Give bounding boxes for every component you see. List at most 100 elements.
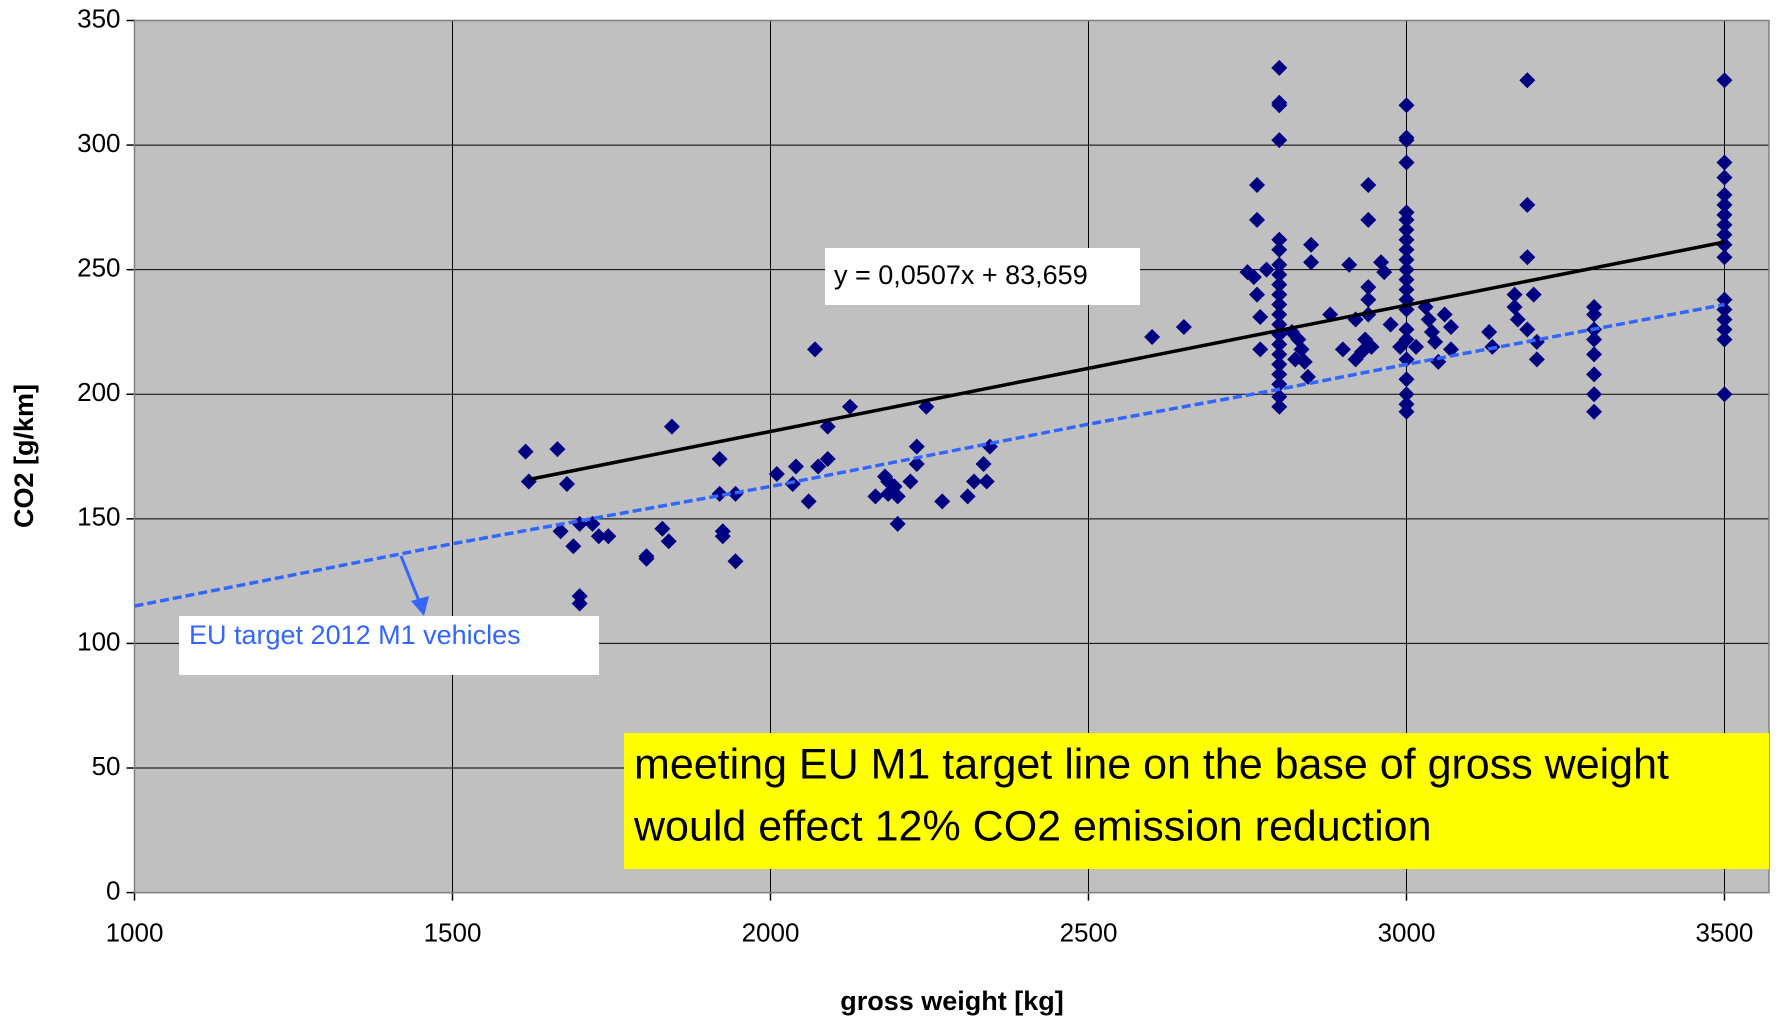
note-box (624, 733, 1769, 869)
point (908, 438, 925, 455)
point (1716, 311, 1733, 328)
y-tick-label: 0 (106, 875, 120, 905)
point (1519, 196, 1536, 213)
point (975, 456, 992, 473)
point (549, 441, 566, 458)
point (1525, 286, 1542, 303)
x-tick-label: 2500 (1060, 917, 1118, 947)
point (966, 473, 983, 490)
point (1271, 296, 1288, 313)
point (1398, 231, 1415, 248)
point (978, 473, 995, 490)
note-line: meeting EU M1 target line on the base of… (634, 740, 1669, 788)
point (1398, 271, 1415, 288)
point (1716, 226, 1733, 243)
point (934, 493, 951, 510)
point (1586, 346, 1603, 363)
target-label: EU target 2012 M1 vehicles (189, 620, 521, 650)
point (1258, 261, 1275, 278)
point (1252, 341, 1269, 358)
point (1376, 264, 1393, 281)
point (1528, 351, 1545, 368)
x-tick-label: 2000 (742, 917, 800, 947)
equation-box (825, 248, 1140, 305)
point (784, 475, 801, 492)
point (1398, 331, 1415, 348)
point (1334, 341, 1351, 358)
point (819, 451, 836, 468)
point (565, 538, 582, 555)
point (1271, 336, 1288, 353)
point (1509, 311, 1526, 328)
point (1271, 97, 1288, 114)
y-tick-label: 300 (77, 128, 120, 158)
x-tick-label: 3500 (1696, 917, 1754, 947)
point (1249, 176, 1266, 193)
point (1398, 241, 1415, 258)
target-arrow (399, 555, 423, 607)
point (1443, 341, 1460, 358)
point (1363, 338, 1380, 355)
point (1303, 254, 1320, 271)
y-tick-label: 200 (77, 377, 120, 407)
point (660, 533, 677, 550)
target-arrowhead (411, 596, 429, 616)
point (1443, 318, 1460, 335)
target-line (134, 302, 1725, 608)
note-line: would effect 12% CO2 emission reduction (633, 802, 1432, 850)
point (1398, 221, 1415, 238)
y-tick-label: 250 (77, 253, 120, 283)
point (711, 451, 728, 468)
point (1271, 346, 1288, 363)
point (654, 520, 671, 537)
point (1716, 331, 1733, 348)
point (1427, 333, 1444, 350)
point (1299, 368, 1316, 385)
point (1716, 206, 1733, 223)
point (1271, 59, 1288, 76)
point (800, 493, 817, 510)
point (1360, 291, 1377, 308)
point (1271, 356, 1288, 373)
point (1398, 97, 1415, 114)
point (714, 528, 731, 545)
target-label-box (179, 616, 599, 675)
point (1519, 249, 1536, 266)
x-tick-label: 1000 (106, 917, 164, 947)
point (1398, 281, 1415, 298)
point (1271, 231, 1288, 248)
point (841, 398, 858, 415)
point (1716, 236, 1733, 253)
point (1382, 316, 1399, 333)
y-tick-label: 100 (77, 626, 120, 656)
point (1519, 321, 1536, 338)
point (1271, 276, 1288, 293)
point (1716, 216, 1733, 233)
point (1716, 154, 1733, 171)
point (1271, 366, 1288, 383)
point (908, 456, 925, 473)
point (1360, 279, 1377, 296)
point (1252, 309, 1269, 326)
x-tick-label: 1500 (424, 917, 482, 947)
point (1398, 211, 1415, 228)
point (1271, 241, 1288, 258)
point (1249, 211, 1266, 228)
point (1398, 371, 1415, 388)
point (1398, 386, 1415, 403)
point (558, 475, 575, 492)
point (1303, 236, 1320, 253)
point (889, 515, 906, 532)
equation: y = 0,0507x + 83,659 (834, 260, 1088, 290)
point (1586, 306, 1603, 323)
point (1586, 403, 1603, 420)
point (1271, 256, 1288, 273)
point (1271, 266, 1288, 283)
point (517, 443, 534, 460)
point (1398, 321, 1415, 338)
point (768, 465, 785, 482)
point (1716, 321, 1733, 338)
point (1408, 338, 1425, 355)
point (1436, 306, 1453, 323)
